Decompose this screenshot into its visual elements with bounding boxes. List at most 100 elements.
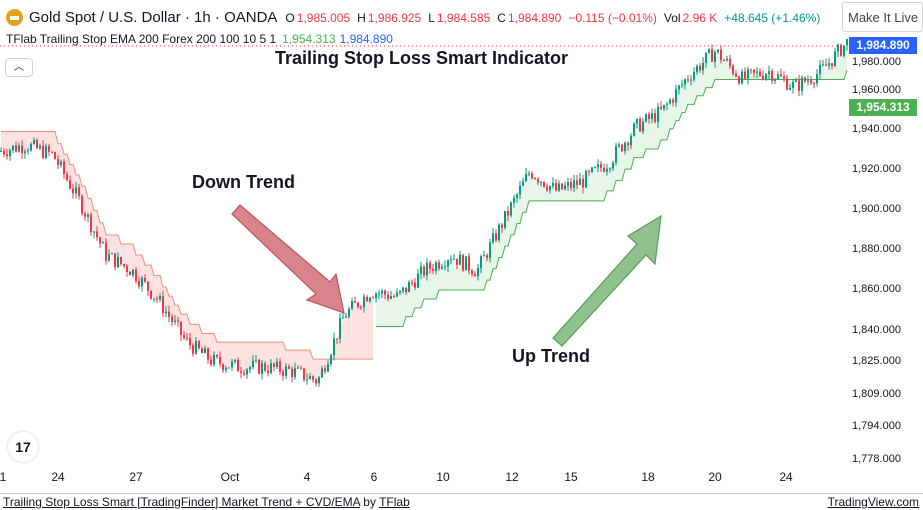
up-trend-label: Up Trend (512, 346, 591, 366)
candle-body (669, 99, 671, 104)
candle-body (819, 64, 821, 75)
candle-body (531, 173, 533, 179)
candle-body (144, 277, 146, 282)
candle-body (312, 376, 314, 380)
candle-body (15, 145, 17, 152)
time-tick: 6 (370, 470, 378, 484)
candle-body (699, 65, 701, 71)
price-tick: 1,809.000 (852, 388, 901, 400)
candle-body (843, 45, 845, 56)
candle-body (579, 178, 581, 185)
candle-body (318, 377, 320, 384)
candle-body (198, 341, 200, 349)
candle-body (825, 64, 827, 66)
candle-body (369, 297, 371, 302)
candle-body (345, 316, 347, 318)
idea-link[interactable]: Trailing Stop Loss Smart [TradingFinder]… (3, 495, 360, 509)
make-it-live-button[interactable]: Make It Live (842, 2, 923, 32)
candle-body (300, 367, 302, 369)
candle-body (285, 366, 287, 376)
candle-body (729, 58, 731, 66)
candle-body (774, 78, 776, 81)
candle-body (297, 367, 299, 369)
candle-body (534, 178, 536, 180)
price-tick: 1,860.000 (852, 283, 901, 295)
candle-body (519, 185, 521, 195)
candle-body (168, 311, 170, 317)
candle-body (585, 170, 587, 188)
candle-body (36, 140, 38, 149)
collapse-legend-button[interactable]: ︿ (5, 58, 33, 77)
candle-body (525, 173, 527, 182)
indicator-legend[interactable]: TFlab Trailing Stop EMA 200 Forex 200 10… (6, 33, 393, 46)
volume-label: Vol (663, 10, 681, 25)
candle-body (612, 162, 614, 169)
candle-body (99, 237, 101, 244)
candle-body (615, 146, 617, 163)
candle-body (684, 79, 686, 85)
price-tick: 1,778.000 (852, 453, 901, 465)
candle-body (354, 301, 356, 303)
candle-body (54, 152, 56, 160)
candle-body (663, 104, 665, 110)
candle-body (435, 262, 437, 271)
candle-body (207, 348, 209, 360)
candle-body (306, 379, 308, 381)
candle-body (570, 182, 572, 188)
candle-body (393, 296, 395, 298)
candle-body (636, 118, 638, 124)
symbol-title[interactable]: Gold Spot / U.S. Dollar · 1h · OANDA (29, 9, 278, 26)
candle-body (27, 150, 29, 152)
candle-body (540, 181, 542, 183)
candle-body (192, 345, 194, 354)
candle-body (459, 254, 461, 265)
candle-body (93, 231, 95, 233)
candle-body (111, 253, 113, 255)
candle-body (222, 364, 224, 371)
chevron-up-icon: ︿ (14, 62, 24, 73)
candle-body (288, 366, 290, 369)
candle-body (621, 144, 623, 151)
candle-body (543, 181, 545, 187)
by-text: by (363, 495, 376, 509)
candle-body (573, 180, 575, 188)
tradingview-logo[interactable]: 17 (8, 432, 38, 462)
candle-body (75, 187, 77, 194)
candle-body (120, 256, 122, 265)
candle-body (642, 121, 644, 132)
candle-body (63, 161, 65, 175)
candle-body (741, 71, 743, 84)
candle-body (183, 335, 185, 338)
candle-body (489, 242, 491, 259)
candle-body (513, 197, 515, 203)
candle-body (639, 118, 641, 132)
volume-value: 2.96 K (682, 10, 718, 25)
candle-body (57, 159, 59, 166)
candle-body (735, 73, 737, 77)
candle-body (12, 145, 14, 151)
candle-body (582, 178, 584, 188)
candle-body (447, 260, 449, 267)
close-value: 1,984.890 (507, 10, 562, 25)
low-value: 1,984.585 (436, 10, 491, 25)
candle-body (597, 164, 599, 168)
candle-body (690, 79, 692, 81)
time-tick: 10 (436, 470, 450, 484)
author-link[interactable]: TFlab (379, 495, 410, 509)
tradingview-link[interactable]: TradingView.com (827, 495, 919, 509)
candle-body (675, 89, 677, 103)
candle-body (591, 167, 593, 172)
candle-body (555, 182, 557, 191)
candle-body (483, 255, 485, 257)
price-tick: 1,940.000 (852, 123, 901, 135)
candle-body (732, 65, 734, 74)
candle-body (822, 64, 824, 66)
candle-body (654, 113, 656, 122)
candle-body (522, 181, 524, 186)
candle-body (528, 173, 530, 175)
candle-body (765, 74, 767, 80)
price-chart[interactable] (0, 0, 923, 492)
candle-body (210, 359, 212, 365)
candle-body (282, 371, 284, 376)
candle-body (696, 65, 698, 73)
